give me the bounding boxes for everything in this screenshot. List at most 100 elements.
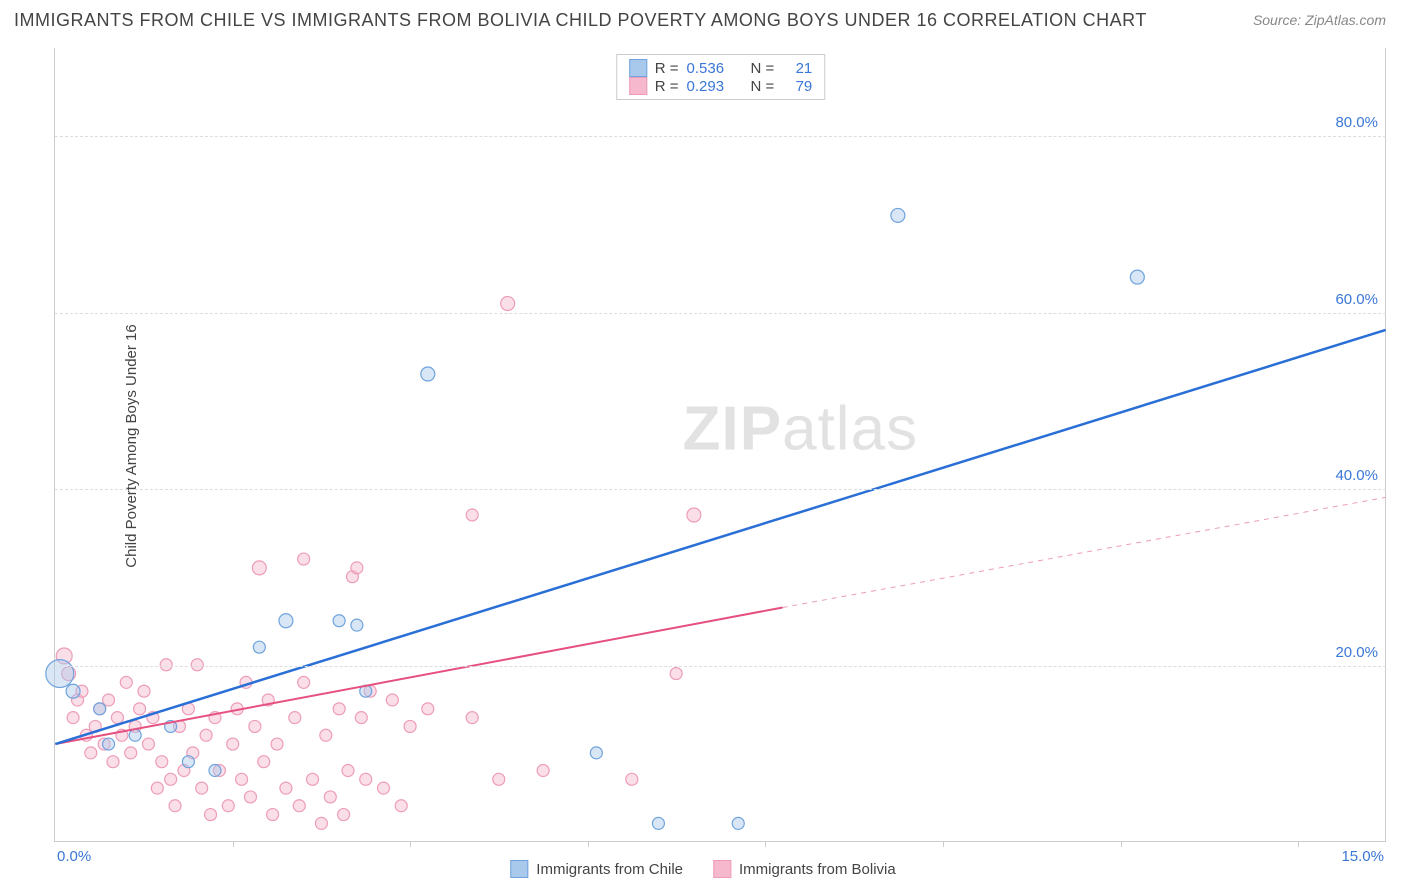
y-tick-label: 40.0% xyxy=(1335,467,1378,484)
legend-row: R = 0.293 N = 79 xyxy=(629,77,813,95)
data-point xyxy=(421,367,435,381)
legend-n-value: 21 xyxy=(782,60,812,77)
x-tick xyxy=(943,841,944,847)
legend-item: Immigrants from Chile xyxy=(510,860,683,878)
data-point xyxy=(891,208,905,222)
data-point xyxy=(267,809,279,821)
legend-r-label: R = xyxy=(655,60,679,77)
data-point xyxy=(209,765,221,777)
data-point xyxy=(111,712,123,724)
x-tick xyxy=(765,841,766,847)
y-tick-label: 60.0% xyxy=(1335,291,1378,308)
data-point xyxy=(129,729,141,741)
data-point xyxy=(271,738,283,750)
data-point xyxy=(626,773,638,785)
legend-n-value: 79 xyxy=(782,78,812,95)
data-point xyxy=(324,791,336,803)
data-point xyxy=(169,800,181,812)
y-tick-label: 20.0% xyxy=(1335,644,1378,661)
x-tick xyxy=(588,841,589,847)
data-point xyxy=(351,619,363,631)
data-point xyxy=(333,703,345,715)
legend-n-label: N = xyxy=(751,78,775,95)
legend-row: R =0.536N =21 xyxy=(629,59,813,77)
gridline xyxy=(55,666,1386,667)
data-point xyxy=(395,800,407,812)
trend-line xyxy=(783,497,1386,607)
data-point xyxy=(670,668,682,680)
x-tick-label: 15.0% xyxy=(1341,848,1384,865)
data-point xyxy=(66,684,80,698)
data-point xyxy=(134,703,146,715)
legend-swatch xyxy=(629,77,647,95)
legend-swatch xyxy=(510,860,528,878)
data-point xyxy=(85,747,97,759)
gridline xyxy=(55,313,1386,314)
series-legend: Immigrants from Chile Immigrants from Bol… xyxy=(510,860,895,878)
data-point xyxy=(227,738,239,750)
chart-title: IMMIGRANTS FROM CHILE VS IMMIGRANTS FROM… xyxy=(14,10,1147,31)
x-tick xyxy=(1121,841,1122,847)
data-point xyxy=(252,561,266,575)
data-point xyxy=(386,694,398,706)
data-point xyxy=(338,809,350,821)
data-point xyxy=(537,765,549,777)
x-tick xyxy=(1298,841,1299,847)
legend-n-label: N = xyxy=(751,60,775,77)
data-point xyxy=(320,729,332,741)
legend-r-label: R = xyxy=(655,78,679,95)
chart-plot-area: ZIPatlas R =0.536N =21R =0.293N =79 20.0… xyxy=(54,48,1386,842)
legend-label: Immigrants from Chile xyxy=(536,861,683,878)
trend-line xyxy=(55,330,1385,744)
data-point xyxy=(687,508,701,522)
data-point xyxy=(258,756,270,768)
scatter-plot-svg xyxy=(55,48,1386,841)
data-point xyxy=(466,712,478,724)
data-point xyxy=(279,614,293,628)
data-point xyxy=(351,562,363,574)
data-point xyxy=(404,720,416,732)
data-point xyxy=(1130,270,1144,284)
data-point xyxy=(196,782,208,794)
data-point xyxy=(466,509,478,521)
data-point xyxy=(280,782,292,794)
legend-item: Immigrants from Bolivia xyxy=(713,860,896,878)
y-tick-label: 80.0% xyxy=(1335,114,1378,131)
legend-swatch xyxy=(713,860,731,878)
data-point xyxy=(333,615,345,627)
data-point xyxy=(138,685,150,697)
data-point xyxy=(732,817,744,829)
gridline xyxy=(55,136,1386,137)
data-point xyxy=(120,676,132,688)
data-point xyxy=(355,712,367,724)
data-point xyxy=(142,738,154,750)
data-point xyxy=(182,756,194,768)
legend-swatch xyxy=(629,59,647,77)
data-point xyxy=(249,720,261,732)
legend-label: Immigrants from Bolivia xyxy=(739,861,896,878)
data-point xyxy=(103,738,115,750)
data-point xyxy=(307,773,319,785)
data-point xyxy=(289,712,301,724)
data-point xyxy=(590,747,602,759)
data-point xyxy=(125,747,137,759)
legend-r-value: 0.293 xyxy=(687,78,735,95)
data-point xyxy=(422,703,434,715)
data-point xyxy=(46,660,74,688)
data-point xyxy=(652,817,664,829)
data-point xyxy=(151,782,163,794)
x-tick xyxy=(410,841,411,847)
data-point xyxy=(67,712,79,724)
data-point xyxy=(200,729,212,741)
data-point xyxy=(493,773,505,785)
data-point xyxy=(501,297,515,311)
data-point xyxy=(205,809,217,821)
data-point xyxy=(298,553,310,565)
gridline xyxy=(55,489,1386,490)
correlation-legend: R =0.536N =21R =0.293N =79 xyxy=(616,54,826,100)
data-point xyxy=(236,773,248,785)
data-point xyxy=(156,756,168,768)
data-point xyxy=(222,800,234,812)
x-tick-label: 0.0% xyxy=(57,848,91,865)
data-point xyxy=(253,641,265,653)
